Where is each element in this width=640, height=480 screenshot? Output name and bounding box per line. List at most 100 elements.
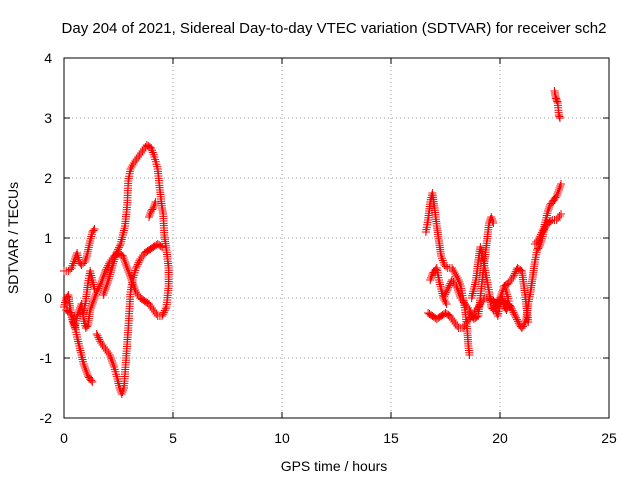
data-point-marker bbox=[105, 272, 114, 281]
data-point-marker bbox=[67, 313, 76, 321]
data-point-marker bbox=[426, 276, 435, 284]
data-point-marker bbox=[544, 205, 553, 213]
data-point-marker bbox=[106, 353, 115, 361]
x-tick-label: 5 bbox=[169, 430, 177, 446]
data-point-marker bbox=[100, 287, 109, 295]
data-point-marker bbox=[546, 217, 555, 225]
data-point-marker bbox=[535, 243, 544, 251]
data-point-marker bbox=[99, 271, 108, 279]
data-point-marker bbox=[151, 198, 160, 206]
data-point-marker bbox=[82, 368, 91, 376]
data-point-marker bbox=[557, 210, 566, 218]
data-point-marker bbox=[119, 228, 128, 237]
data-point-marker bbox=[81, 364, 90, 372]
data-point-marker bbox=[534, 244, 543, 253]
data-point-marker bbox=[133, 260, 142, 269]
data-point-marker bbox=[112, 249, 121, 257]
data-point-marker bbox=[107, 355, 116, 363]
data-point-marker bbox=[467, 294, 476, 302]
data-point-marker bbox=[150, 202, 159, 210]
data-point-marker bbox=[111, 253, 120, 262]
data-point-marker bbox=[90, 294, 99, 302]
data-point-marker bbox=[452, 282, 461, 290]
data-point-marker bbox=[107, 264, 116, 272]
data-point-marker bbox=[489, 219, 498, 227]
data-point-marker bbox=[453, 274, 462, 282]
data-point-marker bbox=[109, 259, 118, 268]
data-point-marker bbox=[95, 335, 104, 344]
data-point-marker bbox=[132, 262, 141, 271]
data-point-marker bbox=[470, 282, 479, 291]
data-point-marker bbox=[555, 212, 564, 220]
data-point-marker bbox=[102, 281, 111, 289]
y-axis-label: SDTVAR / TECUs bbox=[5, 182, 21, 294]
data-point-marker bbox=[466, 307, 475, 316]
data-point-marker bbox=[110, 255, 119, 264]
data-point-marker bbox=[472, 313, 481, 321]
data-point-marker bbox=[101, 267, 110, 275]
data-point-marker bbox=[436, 280, 445, 289]
data-point-marker bbox=[439, 294, 448, 302]
data-point-marker bbox=[152, 310, 161, 318]
data-point-marker bbox=[487, 213, 496, 221]
data-point-marker bbox=[115, 241, 124, 250]
data-point-marker bbox=[108, 359, 117, 367]
data-point-marker bbox=[468, 289, 477, 298]
data-point-marker bbox=[426, 274, 435, 282]
data-point-marker bbox=[94, 284, 103, 293]
data-point-marker bbox=[106, 268, 115, 277]
y-tick-label: -1 bbox=[40, 350, 53, 366]
data-point-marker bbox=[509, 271, 518, 280]
data-point-marker bbox=[488, 215, 497, 223]
data-point-marker bbox=[73, 312, 82, 320]
data-point-marker bbox=[99, 291, 108, 299]
data-point-marker bbox=[513, 317, 522, 326]
data-point-marker bbox=[81, 256, 90, 264]
data-point-marker bbox=[127, 163, 136, 171]
data-point-marker bbox=[465, 306, 474, 314]
data-point-marker bbox=[89, 296, 98, 304]
data-point-marker bbox=[111, 251, 120, 260]
x-tick-label: 0 bbox=[60, 430, 68, 446]
data-point-marker bbox=[102, 283, 111, 291]
data-point-marker bbox=[119, 386, 128, 394]
data-point-marker bbox=[79, 357, 88, 366]
data-point-marker bbox=[108, 261, 117, 270]
data-point-marker bbox=[121, 260, 130, 268]
data-point-marker bbox=[508, 306, 517, 315]
data-point-marker bbox=[122, 262, 131, 270]
data-point-marker bbox=[158, 243, 167, 251]
data-point-marker bbox=[512, 313, 521, 322]
data-point-marker bbox=[443, 285, 452, 293]
data-point-marker bbox=[70, 319, 79, 327]
data-point-marker bbox=[444, 283, 453, 292]
data-point-marker bbox=[467, 309, 476, 318]
x-tick-label: 25 bbox=[601, 430, 617, 446]
data-point-marker bbox=[506, 303, 515, 311]
data-point-marker bbox=[102, 265, 111, 274]
data-point-marker bbox=[469, 287, 478, 296]
data-point-marker bbox=[537, 228, 546, 237]
data-point-marker bbox=[80, 362, 89, 370]
data-point-marker bbox=[74, 337, 83, 346]
y-tick-label: -2 bbox=[40, 410, 53, 426]
data-point-marker bbox=[90, 225, 99, 233]
data-point-marker bbox=[81, 366, 90, 374]
data-point-marker bbox=[99, 289, 108, 297]
data-point-marker bbox=[87, 232, 96, 241]
data-point-marker bbox=[109, 361, 118, 369]
data-point-marker bbox=[105, 351, 114, 359]
data-point-marker bbox=[454, 288, 463, 296]
data-point-marker bbox=[524, 318, 533, 326]
data-point-marker bbox=[453, 284, 462, 292]
data-point-marker bbox=[89, 226, 98, 235]
data-point-marker bbox=[518, 322, 527, 331]
data-point-marker bbox=[101, 285, 110, 293]
data-point-marker bbox=[88, 378, 97, 386]
data-point-marker bbox=[93, 331, 102, 340]
data-point-marker bbox=[161, 304, 170, 313]
data-point-marker bbox=[125, 270, 134, 278]
axis-ticks: 0 5 10 15 20 25 -2 -1 0 1 2 3 4 bbox=[40, 50, 617, 446]
data-point-marker bbox=[554, 188, 563, 196]
